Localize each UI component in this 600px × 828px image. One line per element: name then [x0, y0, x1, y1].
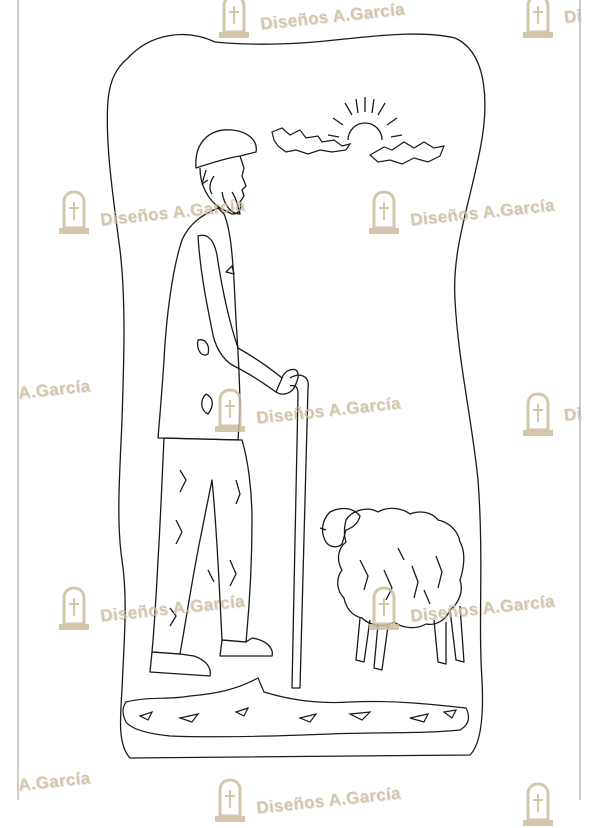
watermark: Diseños A.García	[216, 0, 405, 40]
watermark-text: Diseños A.García	[409, 195, 556, 230]
watermark: Diseños A.García	[212, 388, 401, 434]
tombstone-cross-icon	[215, 388, 245, 432]
watermark-text: Diseños A.García	[255, 783, 402, 818]
watermark: Di	[520, 0, 583, 40]
tombstone-cross-icon	[59, 190, 89, 234]
watermark-text: Diseños A.García	[255, 393, 402, 428]
watermark: Diseños A.García	[56, 586, 245, 632]
watermark: A.García	[17, 768, 91, 794]
watermark-text-partial: A.García	[17, 376, 92, 403]
watermark-text: Diseños A.García	[259, 0, 406, 34]
cloud-left	[271, 127, 352, 155]
engraving-drawing	[17, 0, 581, 800]
tombstone-cross-icon	[59, 586, 89, 630]
tombstone-cross-icon	[219, 0, 249, 38]
watermark	[520, 782, 556, 828]
tombstone-cross-icon	[369, 190, 399, 234]
watermark-text-fragment: Di	[563, 6, 583, 27]
watermark: Di	[520, 392, 583, 438]
tombstone-cross-icon	[523, 782, 553, 826]
watermark: Diseños A.García	[212, 778, 401, 824]
sun-icon	[327, 97, 403, 141]
watermark-text-fragment: Di	[563, 404, 583, 425]
watermark: Diseños A.García	[366, 190, 555, 236]
tombstone-cross-icon	[523, 0, 553, 38]
watermark: Diseños A.García	[366, 586, 555, 632]
tombstone-cross-icon	[523, 392, 553, 436]
tombstone-cross-icon	[369, 586, 399, 630]
watermark-text: Diseños A.García	[409, 591, 556, 626]
watermark: A.García	[17, 376, 91, 402]
watermark: Diseños A.García	[56, 190, 245, 236]
tombstone-outline	[106, 33, 486, 759]
watermark-text: Diseños A.García	[99, 195, 246, 230]
watermark-text-partial: A.García	[17, 768, 92, 795]
watermark-text: Diseños A.García	[99, 591, 246, 626]
ground	[122, 677, 470, 738]
tombstone-cross-icon	[215, 778, 245, 822]
shepherd-figure	[149, 129, 309, 689]
cloud-right	[368, 141, 445, 165]
sheep-figure	[319, 507, 465, 671]
